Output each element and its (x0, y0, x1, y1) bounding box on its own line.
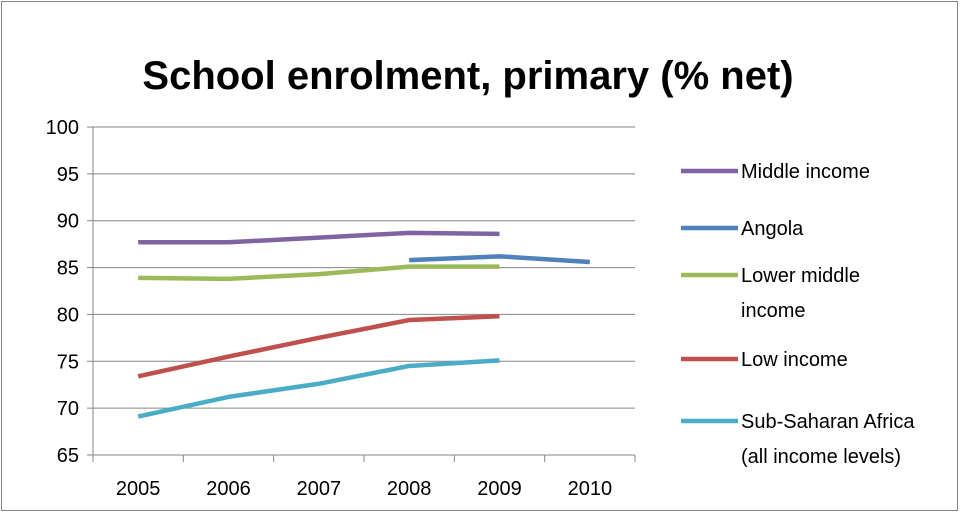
series-line-0 (138, 230, 500, 245)
y-tick-label: 65 (57, 445, 79, 467)
legend-item-0: Middle income (681, 161, 870, 183)
y-tick-label: 75 (57, 351, 79, 373)
x-tick-label: 2009 (477, 478, 522, 500)
x-tick-label: 2008 (387, 478, 432, 500)
y-tick-label: 100 (46, 117, 79, 139)
series-line-1 (409, 254, 590, 265)
y-tick-label: 95 (57, 164, 79, 186)
x-tick-label: 2006 (206, 478, 251, 500)
legend-item-2: Lower middle income (681, 265, 860, 322)
x-tick-label: 2010 (568, 478, 613, 500)
legend-label: Low income (741, 349, 848, 371)
gridlines (93, 126, 635, 456)
x-tick-label: 2007 (297, 478, 342, 500)
legend-label: Sub-Saharan Africa (all income levels) (741, 411, 915, 468)
series-line-2 (138, 264, 500, 282)
y-tick-label: 85 (57, 258, 79, 280)
legend-item-1: Angola (681, 218, 804, 240)
legend-item-3: Low income (681, 349, 848, 371)
y-tick-label: 80 (57, 304, 79, 326)
series-line-3 (137, 314, 500, 379)
x-tick-label: 2005 (116, 478, 161, 500)
y-tick-label: 70 (57, 398, 79, 420)
y-tick-label: 90 (57, 211, 79, 233)
legend-label: Lower middle income (741, 265, 860, 322)
legend-label: Angola (741, 218, 804, 240)
series-lines (137, 230, 590, 419)
axes: 65 70 75 80 85 90 95 100 2005 2006 2007 2008 2009 201… (46, 117, 636, 500)
legend: Middle income Angola Lower middle income Low… (681, 161, 915, 468)
legend-item-4: Sub-Saharan Africa (all income levels) (681, 411, 915, 468)
chart-title: School enrolment, primary (% net) (142, 54, 793, 98)
series-line-4 (137, 358, 500, 419)
legend-label: Middle income (741, 161, 870, 183)
